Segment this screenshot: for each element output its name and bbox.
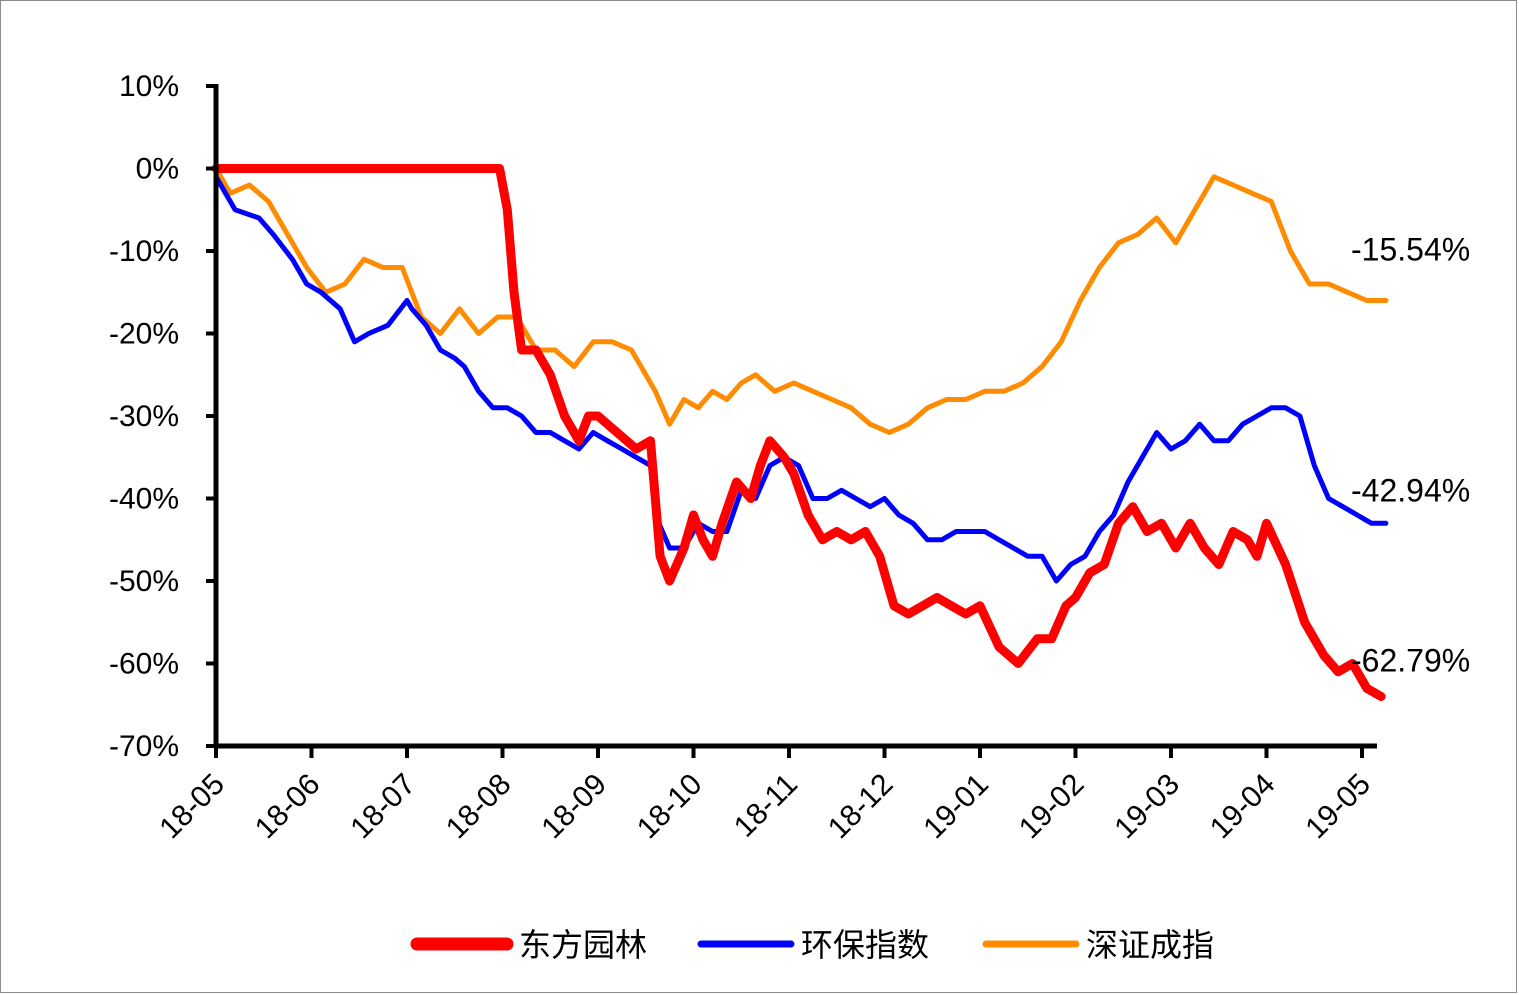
end-label-2: -15.54% — [1351, 232, 1470, 268]
x-tick-label: 18-12 — [822, 768, 900, 846]
x-tick-label: 18-08 — [440, 768, 518, 846]
x-tick-label: 19-05 — [1299, 768, 1377, 846]
y-tick-label: -40% — [109, 483, 179, 516]
x-tick-label: 18-10 — [631, 768, 709, 846]
x-tick-label: 19-04 — [1204, 768, 1282, 846]
labels-layer: -62.79% -42.94% -15.54% — [1351, 232, 1470, 679]
x-tick-label: 18-07 — [344, 768, 422, 846]
x-tick-label: 18-05 — [153, 768, 231, 846]
legend-label-2: 深证成指 — [1086, 926, 1214, 964]
x-tick-label: 18-06 — [249, 768, 327, 846]
x-tick-label: 18-09 — [535, 768, 613, 846]
series-layer — [211, 164, 1389, 701]
x-tick-label: 19-02 — [1013, 768, 1091, 846]
y-tick-label: -30% — [109, 400, 179, 433]
legend-label-1: 环保指数 — [801, 926, 929, 964]
y-tick-label: -20% — [109, 318, 179, 351]
y-tick-label: 10% — [119, 70, 179, 103]
axes-layer: 10%0%-10%-20%-30%-40%-50%-60%-70%18-05 18… — [109, 70, 1377, 845]
x-tick-label: 19-03 — [1108, 768, 1186, 846]
y-tick-label: 0% — [136, 153, 179, 186]
series-line-2 — [213, 166, 1389, 435]
series-line-0 — [211, 164, 1386, 701]
x-tick-label: 18-11 — [728, 768, 804, 844]
end-label-0: -62.79% — [1351, 643, 1470, 679]
legend: 东方园林 环保指数 深证成指 — [410, 926, 1214, 964]
x-tick-label: 19-01 — [917, 768, 995, 846]
end-label-1: -42.94% — [1351, 472, 1470, 508]
y-tick-label: -10% — [109, 235, 179, 268]
series-line-1 — [213, 174, 1389, 584]
legend-label-0: 东方园林 — [519, 926, 647, 964]
y-tick-label: -70% — [109, 730, 179, 763]
y-tick-label: -50% — [109, 565, 179, 598]
y-tick-label: -60% — [109, 648, 179, 681]
